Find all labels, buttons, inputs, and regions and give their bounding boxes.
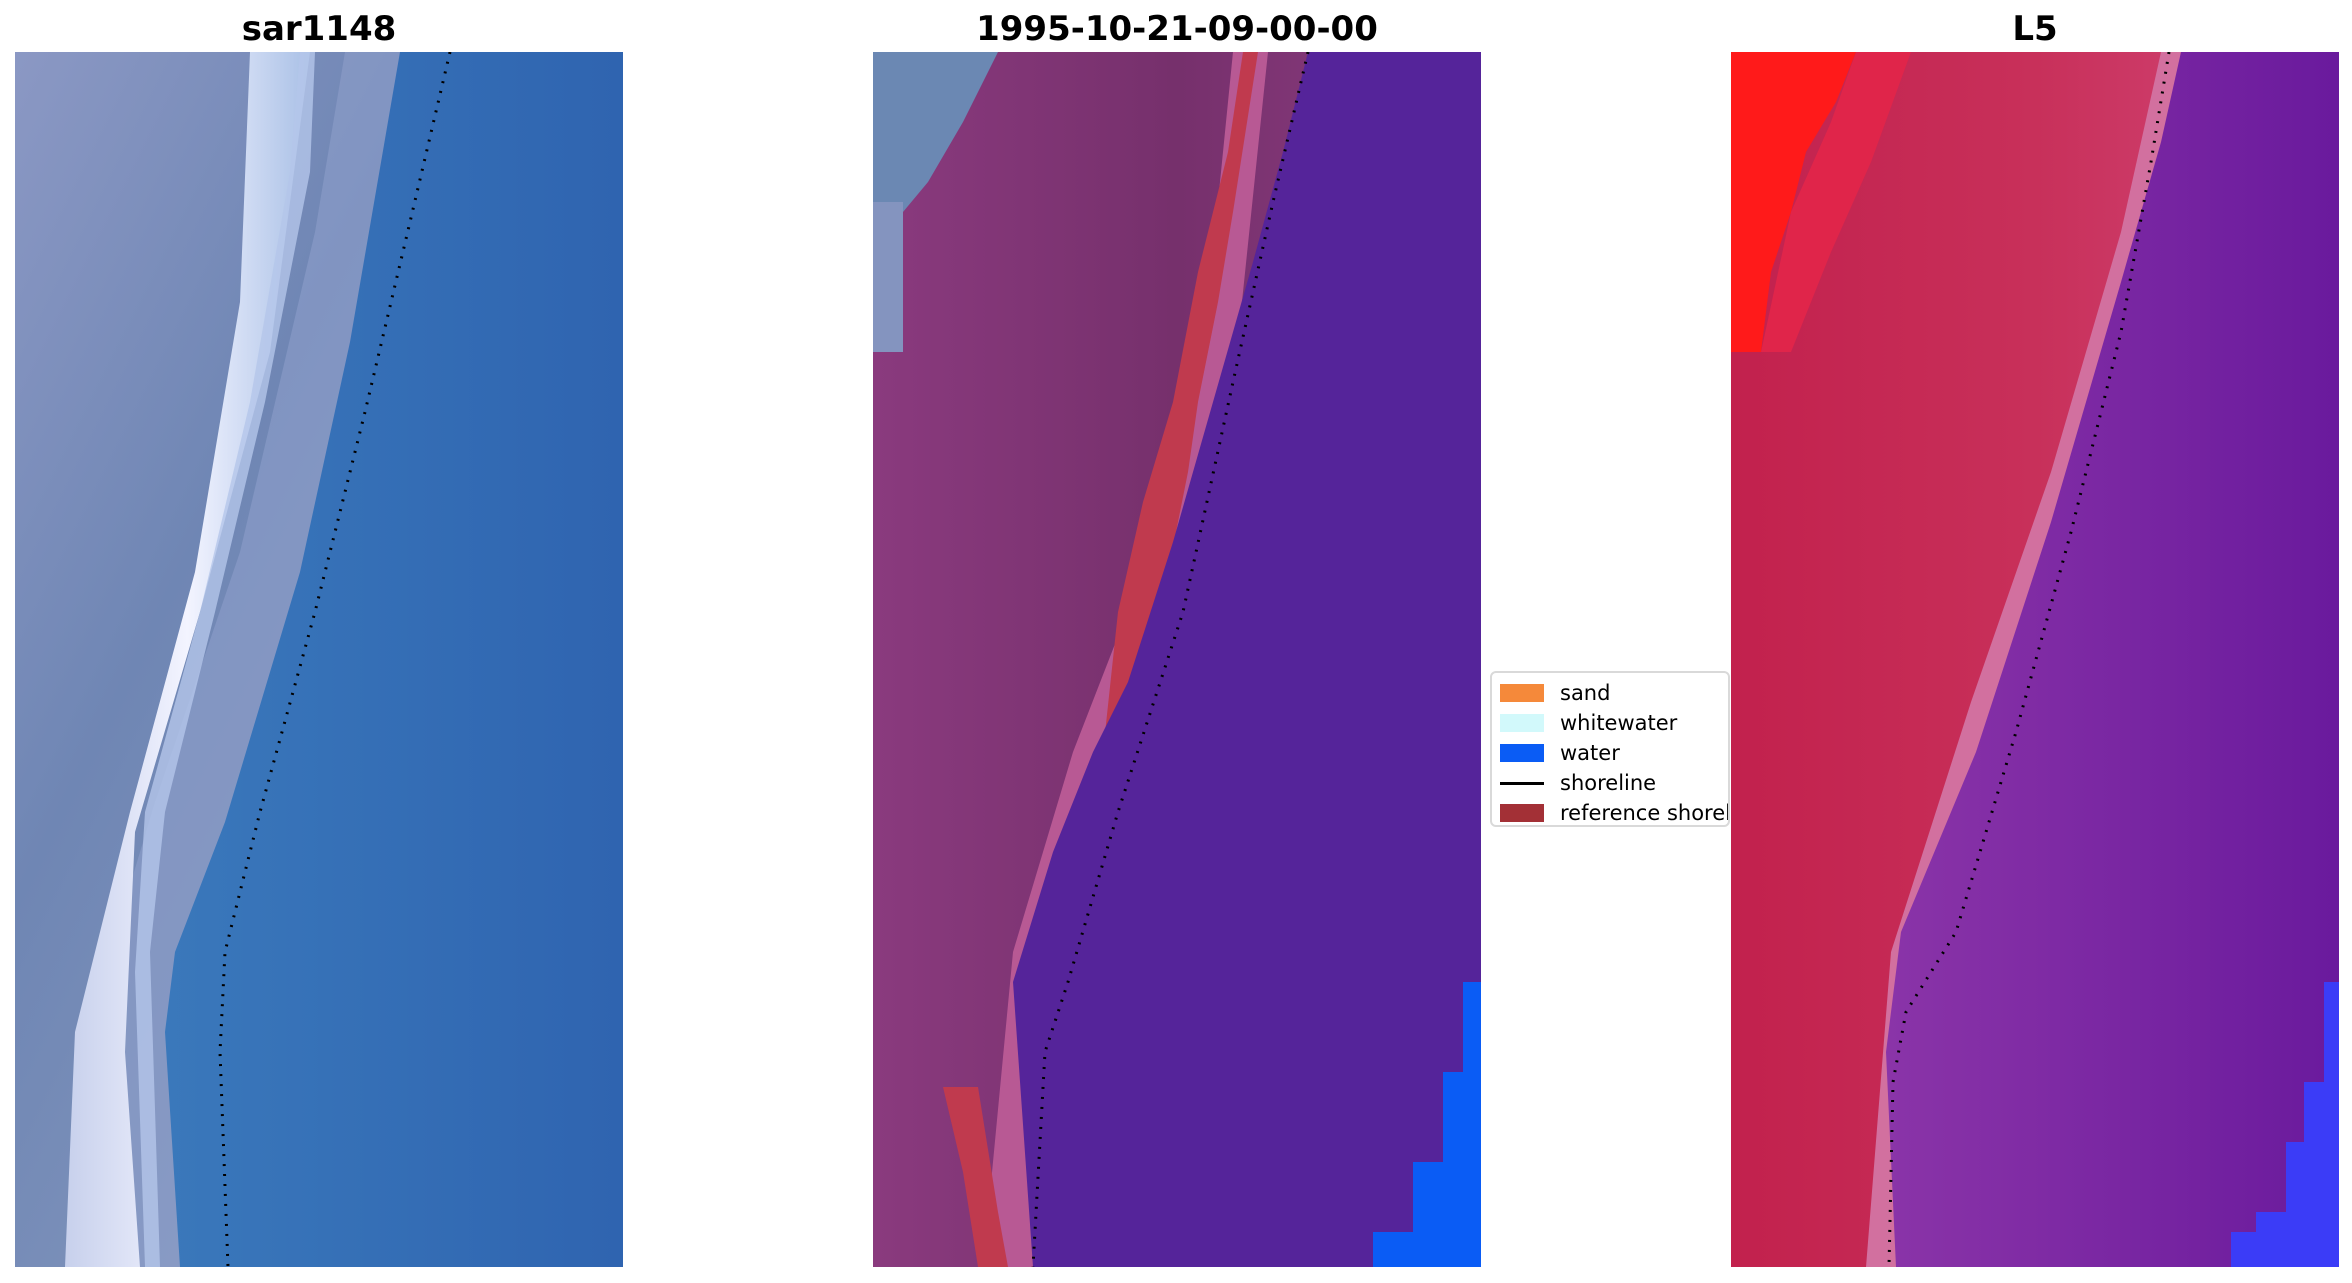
rgb-image <box>15 52 623 1267</box>
legend-item-whitewater: whitewater <box>1500 708 1677 738</box>
index-image <box>1731 52 2339 1267</box>
index-bright-land-patch <box>1731 52 1856 352</box>
classification-panel <box>873 52 1481 1267</box>
legend-swatch-whitewater <box>1500 714 1544 732</box>
index-water-patch <box>2231 982 2339 1267</box>
rgb-water-area <box>165 52 623 1267</box>
legend-item-sand: sand <box>1500 678 1610 708</box>
legend: sand whitewater water shoreline referenc… <box>1490 671 1730 827</box>
index-land-transition <box>1761 52 1911 352</box>
class-water-patch <box>1373 982 1481 1267</box>
index-water-area <box>1886 52 2339 1267</box>
legend-swatch-sand <box>1500 684 1544 702</box>
legend-swatch-water <box>1500 744 1544 762</box>
panel-title-classification: 1995-10-21-09-00-00 <box>976 9 1378 49</box>
legend-label-shoreline: shoreline <box>1560 771 1657 795</box>
legend-swatch-reference-shoreline <box>1500 804 1544 822</box>
index-panel <box>1731 52 2339 1267</box>
legend-label-water: water <box>1560 741 1620 765</box>
rgb-shoreline <box>218 52 452 1267</box>
class-water-area <box>1013 52 1481 1267</box>
class-top-left-patch <box>873 52 998 352</box>
legend-label-whitewater: whitewater <box>1560 711 1678 735</box>
legend-line-shoreline <box>1500 781 1544 785</box>
legend-label-reference-shoreline: reference shoreline <box>1560 801 1730 825</box>
legend-label-sand: sand <box>1560 681 1611 705</box>
rgb-whitewater-band <box>65 52 310 1267</box>
class-top-left-light <box>873 202 903 352</box>
rgb-swash-zone <box>135 52 315 1267</box>
classification-image <box>873 52 1481 1267</box>
legend-item-shoreline: shoreline <box>1500 768 1656 798</box>
legend-item-reference-shoreline: reference shoreline <box>1500 798 1730 825</box>
panel-title-rgb: sar1148 <box>241 9 397 49</box>
class-reference-bottom <box>943 1087 1008 1267</box>
legend-item-water: water <box>1500 738 1620 768</box>
class-reference-strip <box>1103 52 1258 752</box>
rgb-image-panel <box>15 52 623 1267</box>
panel-title-index: L5 <box>2012 9 2058 49</box>
